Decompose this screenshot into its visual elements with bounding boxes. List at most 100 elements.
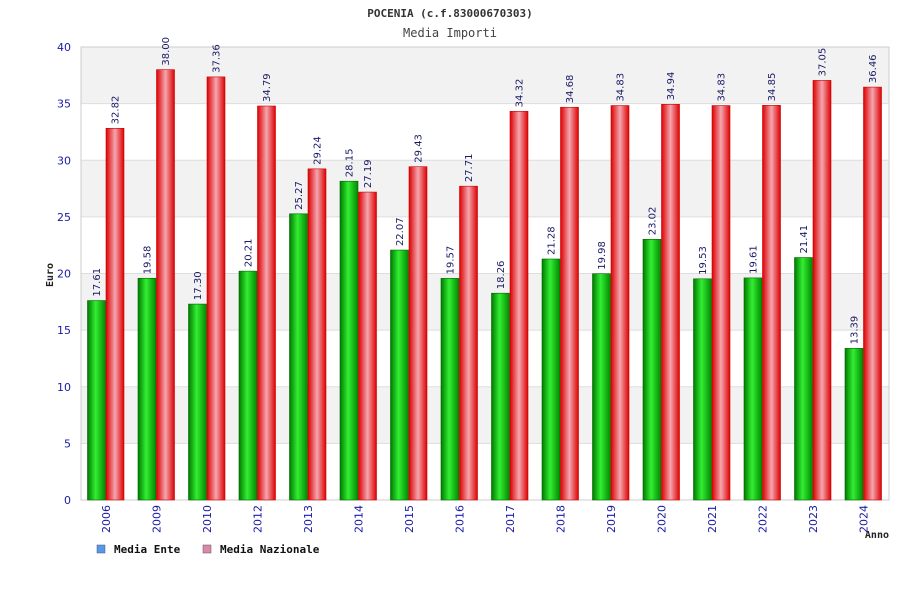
y-tick-label: 40: [57, 41, 71, 54]
x-axis-label: Anno: [865, 530, 889, 541]
legend-label-media-nazionale: Media Nazionale: [220, 543, 320, 556]
value-label-media-nazionale-2022: 34.85: [767, 73, 778, 102]
bar-media-ente-2012: [238, 270, 258, 501]
chart-title: POCENIA (c.f.83000670303): [367, 7, 533, 20]
value-label-media-nazionale-2018: 34.68: [565, 75, 576, 104]
bar-media-ente-2013: [289, 213, 308, 501]
bar-media-ente-2015: [390, 249, 409, 501]
bar-media-ente-2016: [440, 278, 460, 501]
value-label-media-ente-2012: 20.21: [244, 238, 255, 267]
value-label-media-nazionale-2016: 27.71: [464, 154, 475, 183]
x-tick-label: 2020: [656, 505, 669, 533]
bar-media-ente-2019: [592, 273, 611, 501]
value-label-media-nazionale-2006: 32.82: [111, 96, 122, 125]
y-tick-label: 10: [57, 381, 71, 394]
bar-media-ente-2024: [844, 348, 864, 501]
x-tick-label: 2013: [302, 505, 315, 533]
value-label-media-ente-2013: 25.27: [294, 181, 305, 210]
bar-media-ente-2021: [693, 278, 712, 501]
bar-media-ente-2006: [87, 300, 106, 501]
x-tick-label: 2010: [201, 505, 214, 533]
value-label-media-ente-2023: 21.41: [799, 225, 810, 254]
bar-media-ente-2023: [794, 257, 813, 501]
value-label-media-ente-2006: 17.61: [92, 268, 103, 297]
y-axis-ticks: 0 5 10 15 20 25 30 35 40: [57, 41, 71, 507]
bar-media-nazionale-2012: [257, 105, 276, 501]
bar-media-ente-2018: [541, 258, 561, 501]
bar-media-ente-2014: [339, 180, 359, 501]
x-tick-label: 2017: [504, 505, 517, 533]
value-label-media-nazionale-2010: 37.36: [212, 44, 223, 73]
value-label-media-ente-2024: 13.39: [850, 316, 861, 345]
value-label-media-ente-2014: 28.15: [345, 149, 356, 178]
value-label-media-ente-2010: 17.30: [193, 271, 204, 300]
legend-swatch-media-nazionale: [202, 544, 212, 554]
bar-media-nazionale-2020: [661, 104, 680, 501]
x-tick-label: 2006: [100, 505, 113, 533]
chart-subtitle: Media Importi: [403, 26, 497, 40]
x-axis-ticks: 2006 2009 2010 2012 2013 2014 2015 2016 2017 2018…: [100, 505, 871, 533]
x-tick-label: 2024: [858, 505, 871, 533]
x-tick-label: 2022: [757, 505, 770, 533]
bar-media-nazionale-2021: [711, 105, 731, 501]
value-label-media-nazionale-2012: 34.79: [262, 73, 273, 102]
bar-media-ente-2020: [642, 238, 662, 501]
value-label-media-nazionale-2017: 34.32: [515, 79, 526, 108]
value-label-media-ente-2019: 19.98: [597, 241, 608, 270]
x-tick-label: 2009: [151, 505, 164, 533]
legend: Media Ente Media Nazionale: [96, 543, 320, 556]
bar-media-nazionale-2023: [812, 80, 832, 501]
bar-media-nazionale-2024: [863, 86, 882, 501]
bar-media-ente-2017: [491, 292, 510, 501]
value-label-media-nazionale-2013: 29.24: [313, 136, 324, 165]
bars: [87, 69, 882, 501]
value-label-media-ente-2016: 19.57: [446, 246, 457, 275]
bar-media-nazionale-2010: [206, 76, 226, 501]
bar-media-nazionale-2015: [408, 166, 428, 501]
value-label-media-ente-2009: 19.58: [143, 246, 154, 275]
legend-label-media-ente: Media Ente: [114, 543, 181, 556]
value-label-media-ente-2021: 19.53: [698, 246, 709, 275]
value-label-media-nazionale-2021: 34.83: [717, 73, 728, 102]
x-tick-label: 2015: [403, 505, 416, 533]
y-tick-label: 35: [57, 98, 71, 111]
bar-media-nazionale-2006: [105, 128, 125, 501]
value-label-media-ente-2020: 23.02: [648, 207, 659, 236]
value-label-media-nazionale-2024: 36.46: [868, 54, 879, 83]
value-label-media-nazionale-2014: 27.19: [363, 159, 374, 188]
value-label-media-ente-2015: 22.07: [395, 217, 406, 246]
value-labels: 17.61 32.82 19.58 38.00 17.30 37.36 20.21 34.79…: [92, 37, 879, 344]
bar-media-nazionale-2014: [358, 191, 377, 501]
bar-media-nazionale-2022: [762, 105, 781, 501]
x-tick-label: 2016: [454, 505, 467, 533]
bar-media-nazionale-2019: [610, 105, 630, 501]
bar-media-nazionale-2013: [307, 168, 327, 501]
bar-media-ente-2022: [743, 277, 763, 501]
y-tick-label: 20: [57, 268, 71, 281]
plot-border: [80, 46, 890, 501]
value-label-media-nazionale-2023: 37.05: [818, 48, 829, 77]
value-label-media-ente-2022: 19.61: [749, 245, 760, 274]
bar-media-ente-2010: [188, 303, 207, 501]
bar-media-nazionale-2016: [459, 185, 478, 501]
x-tick-label: 2012: [252, 505, 265, 533]
value-label-media-nazionale-2015: 29.43: [414, 134, 425, 163]
y-axis-label: Euro: [45, 263, 56, 287]
legend-swatch-media-ente: [96, 544, 106, 554]
value-label-media-nazionale-2020: 34.94: [666, 72, 677, 101]
x-tick-label: 2021: [706, 505, 719, 533]
y-tick-label: 15: [57, 324, 71, 337]
y-tick-label: 30: [57, 154, 71, 167]
x-tick-label: 2014: [353, 505, 366, 533]
value-label-media-nazionale-2019: 34.83: [616, 73, 627, 102]
y-tick-label: 5: [64, 437, 71, 450]
x-tick-label: 2023: [807, 505, 820, 533]
y-tick-label: 25: [57, 211, 71, 224]
bar-media-nazionale-2009: [156, 69, 175, 501]
value-label-media-nazionale-2009: 38.00: [161, 37, 172, 66]
value-label-media-ente-2017: 18.26: [496, 261, 507, 290]
value-label-media-ente-2018: 21.28: [547, 226, 558, 255]
x-tick-label: 2019: [605, 505, 618, 533]
bar-media-nazionale-2017: [509, 111, 529, 501]
bar-media-nazionale-2018: [560, 106, 579, 501]
